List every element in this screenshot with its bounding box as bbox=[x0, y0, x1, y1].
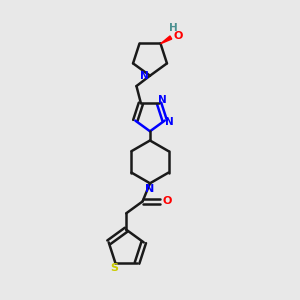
Text: N: N bbox=[146, 184, 154, 194]
Text: N: N bbox=[165, 117, 173, 127]
Text: N: N bbox=[158, 95, 167, 105]
Text: S: S bbox=[110, 263, 118, 273]
Text: N: N bbox=[140, 71, 149, 81]
Text: H: H bbox=[169, 23, 178, 33]
Text: O: O bbox=[174, 31, 183, 41]
Polygon shape bbox=[160, 36, 172, 44]
Text: O: O bbox=[162, 196, 172, 206]
